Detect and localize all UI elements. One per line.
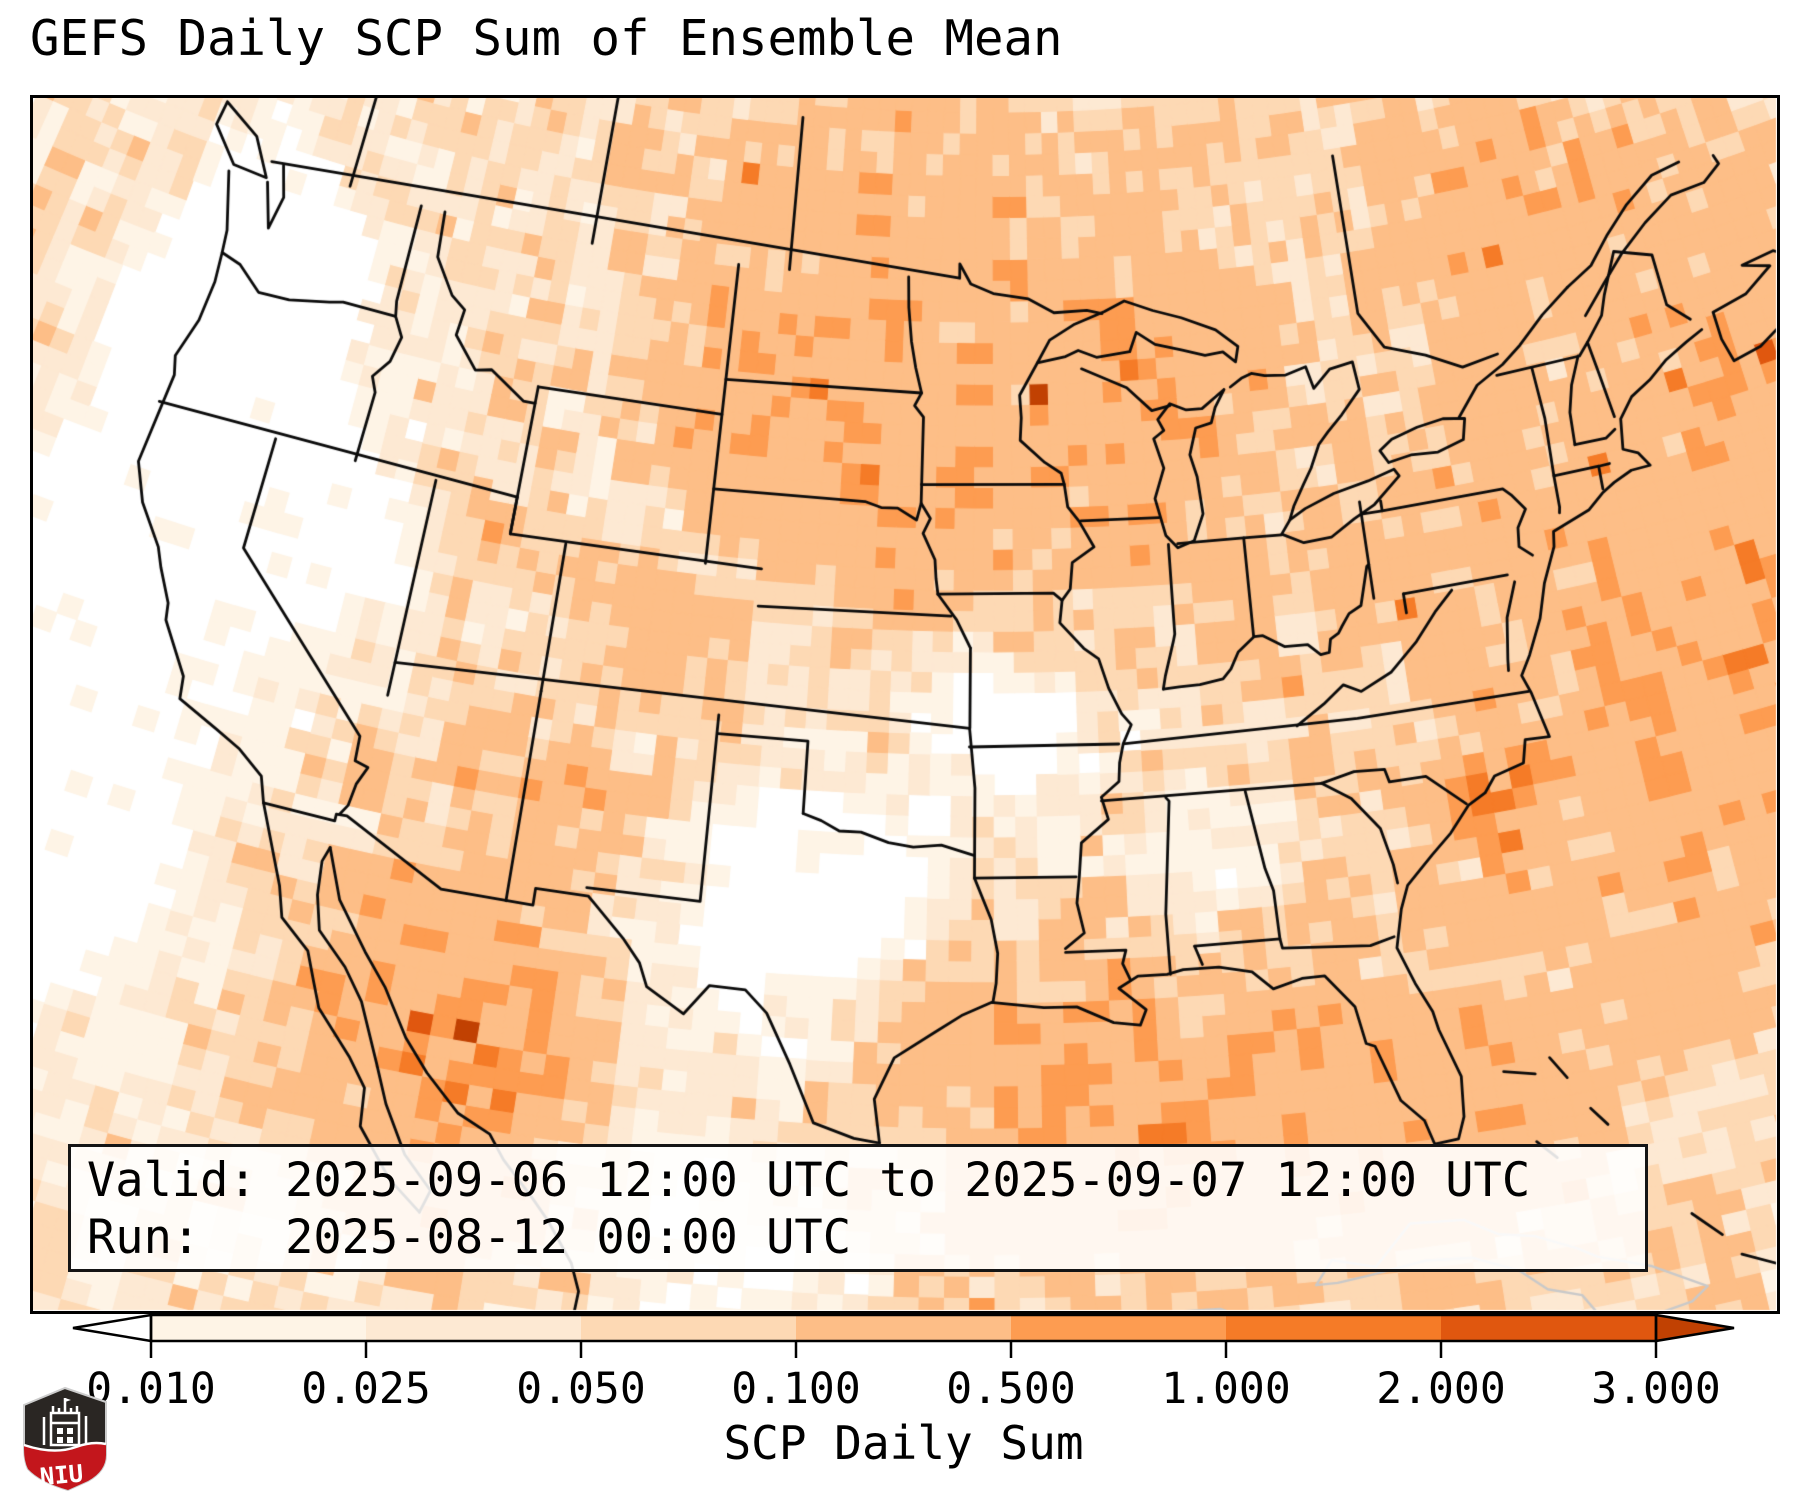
colorbar-over-arrow [1654,1313,1735,1343]
niu-red-band [24,1443,106,1490]
colorbar-segment [581,1315,796,1341]
colorbar-tick-label: 0.025 [301,1364,430,1414]
colorbar: 0.010 0.025 0.050 0.100 0.500 1.000 2.000 3.000… [72,1313,1735,1470]
info-box: Valid: 2025-09-06 12:00 UTC to 2025-09-0… [68,1144,1648,1272]
colorbar-tick-label: 3.000 [1591,1364,1720,1414]
colorbar-tick-label: 2.000 [1376,1364,1505,1414]
colorbar-outline [149,1313,1658,1343]
colorbar-tick-label: 0.050 [516,1364,645,1414]
colorbar-segment [1441,1315,1656,1341]
niu-logo: NIU [23,1386,107,1491]
colorbar-under-arrow [72,1313,153,1343]
colorbar-segment [1011,1315,1226,1341]
map-frame [30,95,1780,1314]
colorbar-tick-label: 0.500 [946,1364,1075,1414]
colorbar-tick-label: 0.100 [731,1364,860,1414]
valid-time-text: Valid: 2025-09-06 12:00 UTC to 2025-09-0… [87,1153,1531,1208]
colorbar-tick-label: 1.000 [1161,1364,1290,1414]
niu-band-trim [23,1441,107,1452]
niu-logo-text: NIU [39,1459,85,1491]
colorbar-tick-label: 0.010 [86,1364,215,1414]
colorbar-segment [366,1315,581,1341]
colorbar-segment [796,1315,1011,1341]
colorbar-segment [151,1315,366,1341]
colorbar-axis-label: SCP Daily Sum [723,1416,1083,1470]
run-time-text: Run: 2025-08-12 00:00 UTC [87,1210,852,1265]
niu-castle-icon [42,1398,88,1447]
colorbar-segment [1226,1315,1441,1341]
